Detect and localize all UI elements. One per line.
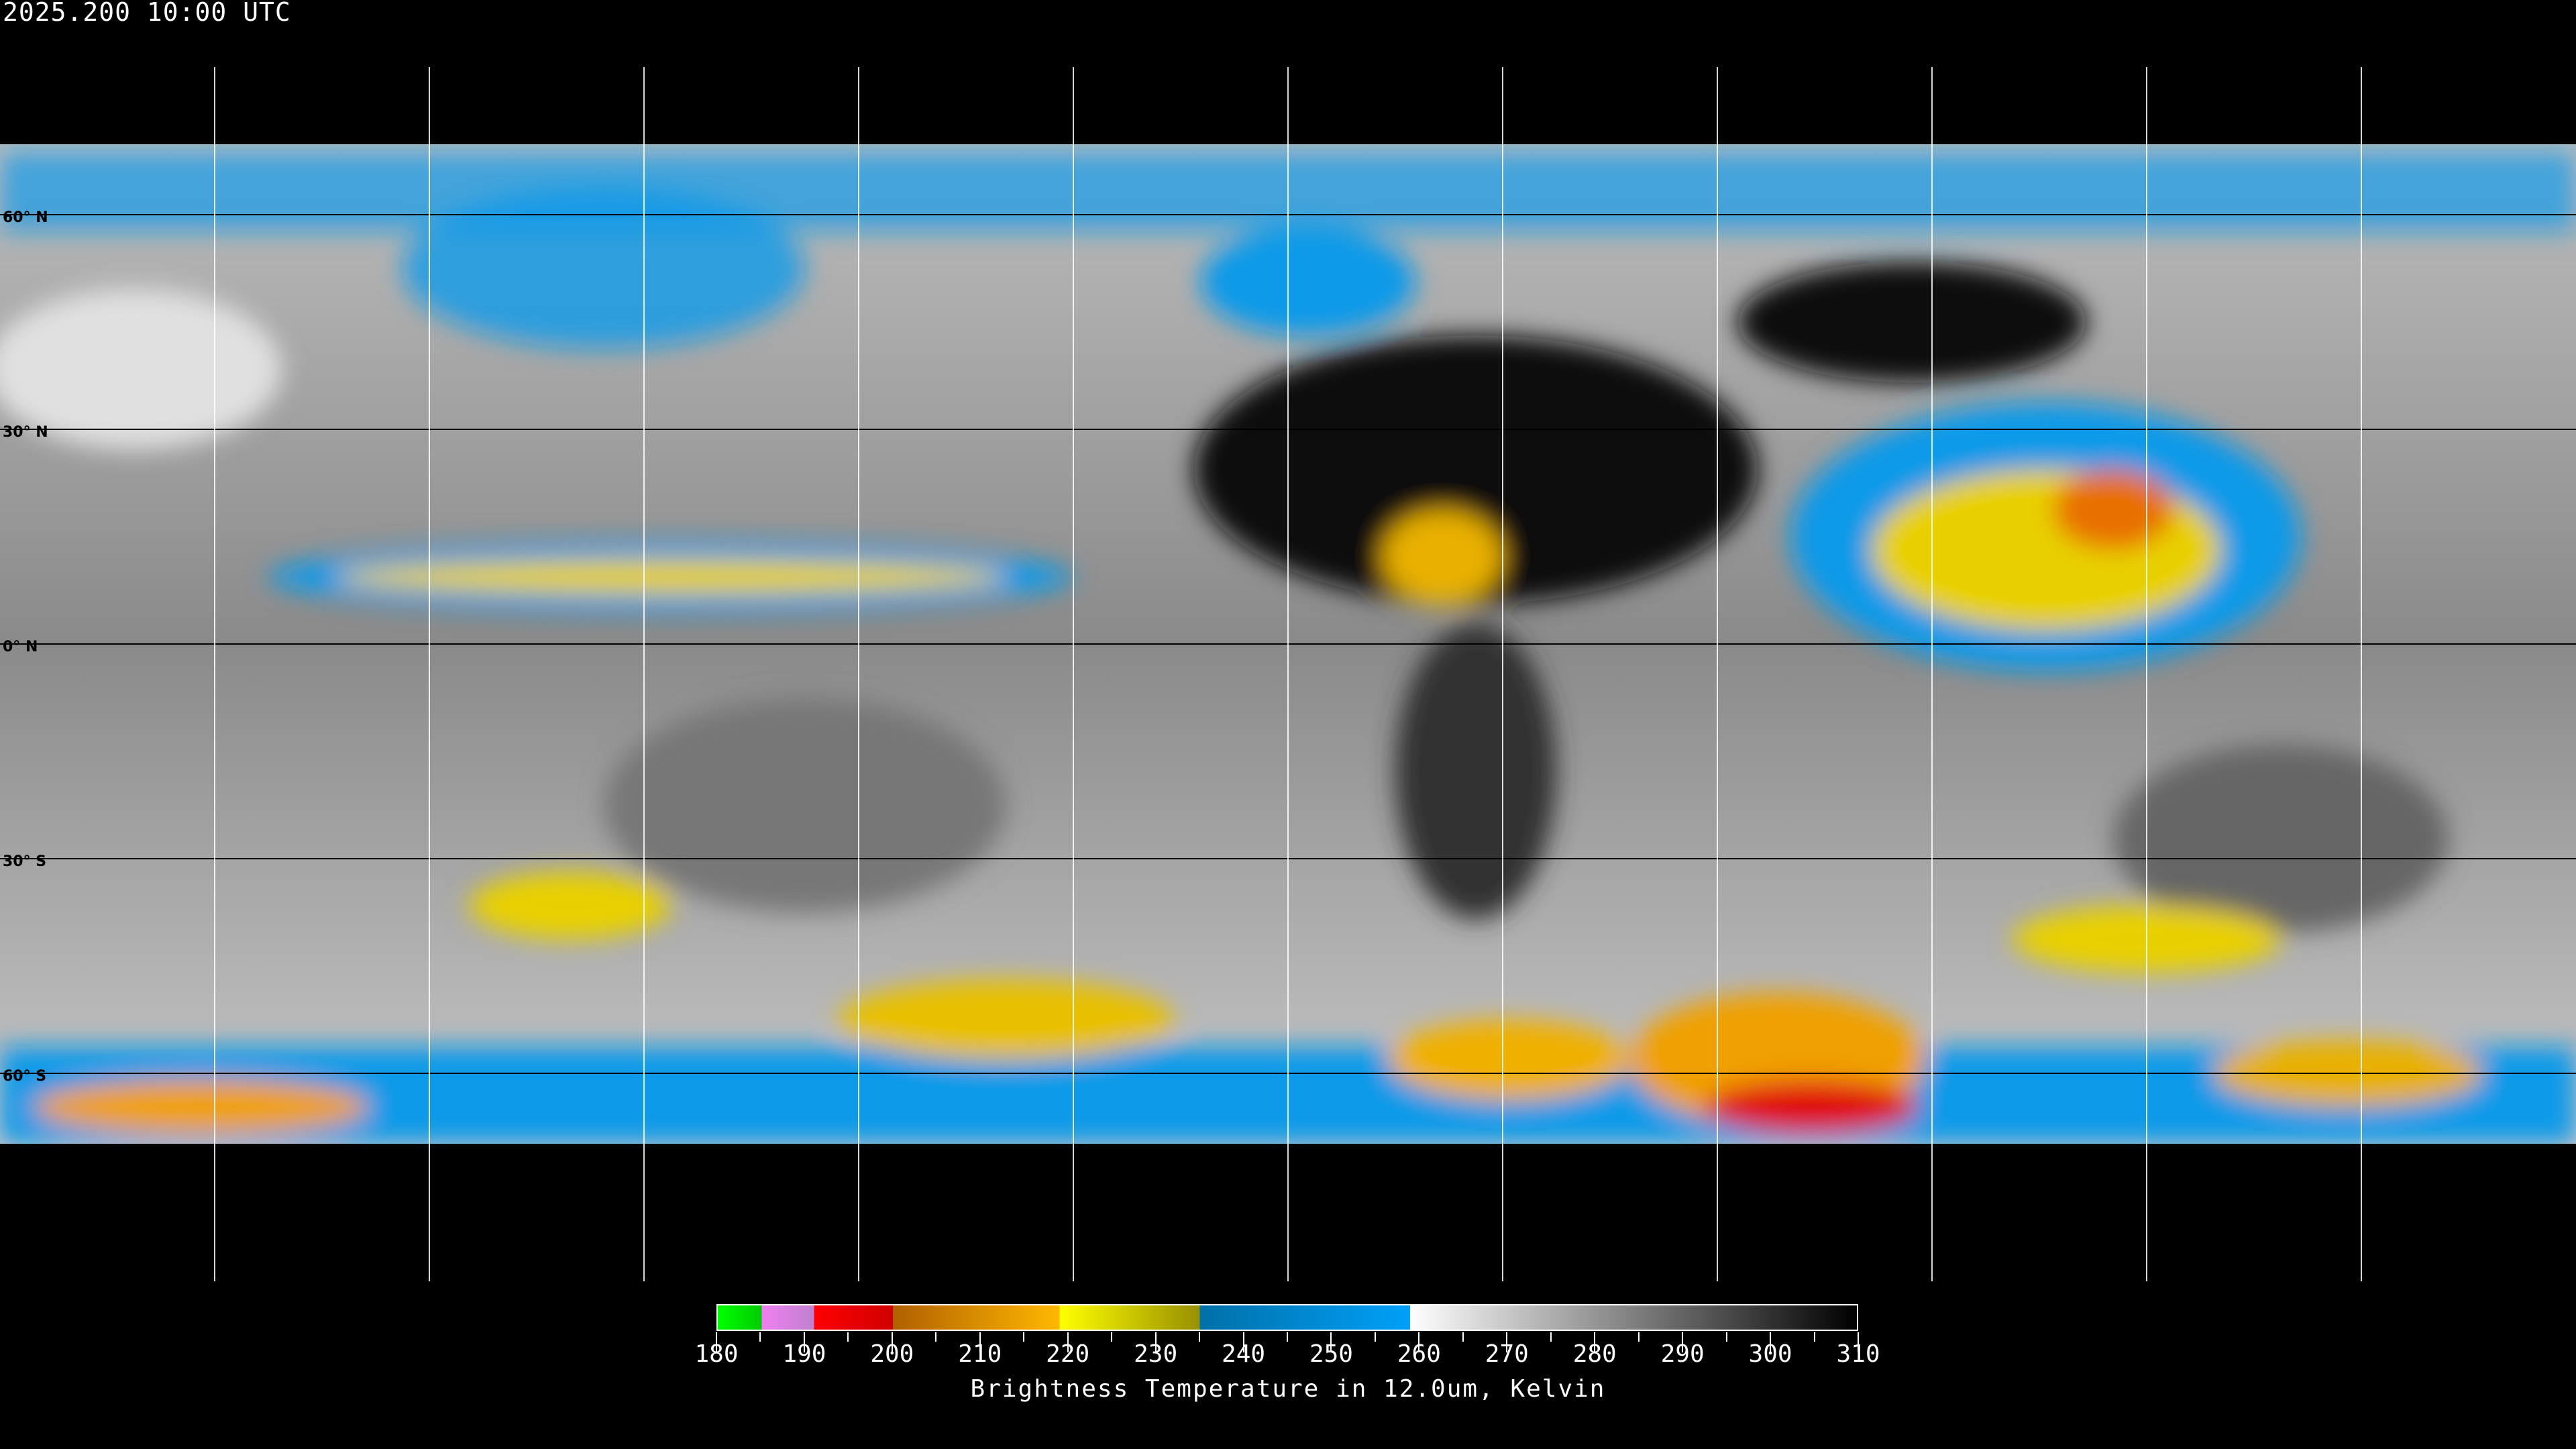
colorbar-tick: [1242, 1332, 1244, 1352]
colorbar-tick: [891, 1332, 893, 1352]
colorbar-tick: [1111, 1332, 1113, 1342]
colorbar-tick: [803, 1332, 805, 1352]
colorbar-tick: [1330, 1332, 1332, 1352]
colorbar-tick: [1023, 1332, 1025, 1342]
colorbar-tick-label: 190: [782, 1340, 826, 1368]
colorbar-tick: [1770, 1332, 1772, 1352]
colorbar-tick: [1287, 1332, 1288, 1342]
colorbar-tick: [1418, 1332, 1420, 1352]
colorbar-tick: [935, 1332, 937, 1342]
colorbar-tick: [1199, 1332, 1201, 1342]
colorbar-tick: [1638, 1332, 1640, 1342]
colorbar-tick: [1462, 1332, 1464, 1342]
colorbar-tick: [759, 1332, 761, 1342]
colorbar-tick: [979, 1332, 981, 1352]
colorbar-tick-label: 240: [1222, 1340, 1266, 1368]
colorbar-tick: [1813, 1332, 1815, 1342]
lat-label-60n: 60° N: [3, 209, 48, 226]
satellite-map: [0, 67, 2576, 1281]
colorbar: [716, 1304, 1858, 1331]
colorbar-tick: [1155, 1332, 1157, 1352]
colorbar-tick-label: 300: [1748, 1340, 1792, 1368]
colorbar-tick-label: 200: [870, 1340, 914, 1368]
colorbar-tick: [1374, 1332, 1376, 1342]
colorbar-title: Brightness Temperature in 12.0um, Kelvin: [970, 1375, 1606, 1403]
lat-label-30n: 30° N: [3, 424, 48, 441]
lat-label-30s: 30° S: [3, 853, 47, 870]
meridian-lines: [214, 67, 2362, 1281]
colorbar-tick: [1067, 1332, 1069, 1352]
colorbar-tick: [1594, 1332, 1596, 1352]
colorbar-tick-label: 290: [1660, 1340, 1705, 1368]
lat-label-0n: 0° N: [3, 639, 38, 655]
colorbar-tick-label: 230: [1134, 1340, 1178, 1368]
colorbar-tick-label: 210: [958, 1340, 1002, 1368]
colorbar-tick-label: 260: [1397, 1340, 1441, 1368]
colorbar-tick-label: 310: [1836, 1340, 1880, 1368]
colorbar-tick: [1550, 1332, 1552, 1342]
colorbar-tick-label: 270: [1485, 1340, 1529, 1368]
colorbar-tick: [1682, 1332, 1684, 1352]
timestamp-title: 2025.200 10:00 UTC: [3, 0, 291, 27]
colorbar-tick-label: 220: [1046, 1340, 1090, 1368]
colorbar-tick-label: 250: [1309, 1340, 1353, 1368]
colorbar-tick-label: 280: [1572, 1340, 1617, 1368]
colorbar-tick: [716, 1332, 717, 1352]
colorbar-tick-label: 180: [694, 1340, 739, 1368]
lat-label-60s: 60° S: [3, 1068, 47, 1085]
colorbar-tick: [1506, 1332, 1508, 1352]
colorbar-tick: [1858, 1332, 1859, 1352]
colorbar-tick: [1725, 1332, 1727, 1342]
colorbar-tick: [847, 1332, 849, 1342]
